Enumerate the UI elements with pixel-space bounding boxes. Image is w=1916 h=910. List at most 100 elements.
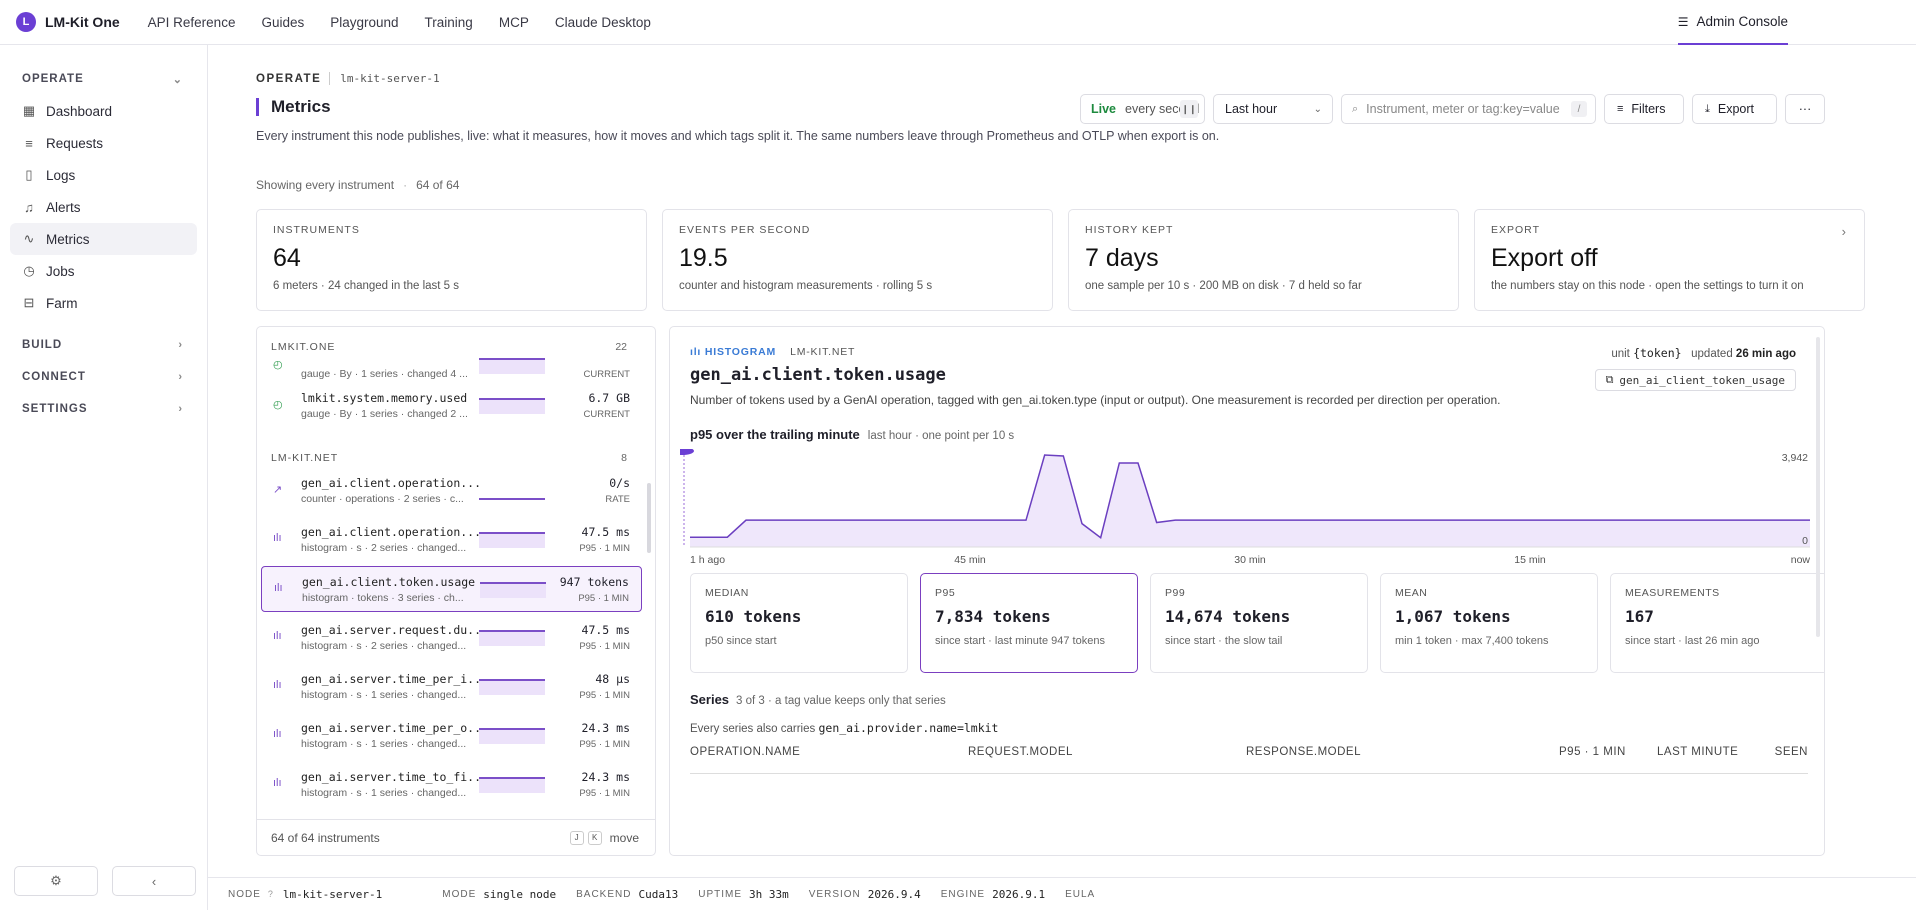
item-name: lmkit.system.memory.used: [301, 391, 468, 405]
list-item[interactable]: ↗ gen_ai.client.operation... counter · ope…: [261, 468, 642, 514]
time-range-select[interactable]: Last hour ⌄: [1213, 94, 1333, 124]
instrument-type: ılı HISTOGRAM LM-KIT.NET: [690, 346, 855, 358]
filter-icon: ≡: [1617, 103, 1624, 115]
chevron-right-icon: ›: [178, 339, 183, 351]
sidebar-item-alerts[interactable]: ♫ Alerts: [10, 191, 197, 223]
admin-console-link[interactable]: ☰ Admin Console: [1677, 0, 1788, 45]
nav-claude-desktop[interactable]: Claude Desktop: [554, 14, 651, 30]
collapse-sidebar-button[interactable]: ‹: [112, 866, 196, 896]
sidebar-item-metrics[interactable]: ∿ Metrics: [10, 223, 197, 255]
prometheus-name-pill[interactable]: ⧉ gen_ai_client_token_usage: [1594, 369, 1796, 391]
list-item[interactable]: ılı gen_ai.server.request.du... histogram …: [261, 615, 642, 661]
nav-api-reference[interactable]: API Reference: [147, 14, 236, 30]
item-value-sub: P95 · 1 MIN: [579, 739, 630, 750]
stat-p95[interactable]: P95 7,834 tokens since start · last minute…: [920, 573, 1138, 673]
export-label: Export: [1717, 102, 1755, 116]
chart-subtitle: last hour · one point per 10 s: [867, 430, 1015, 442]
x-tick-label: 15 min: [1514, 554, 1546, 566]
key-j: J: [569, 830, 584, 845]
search-icon: ⌕: [1352, 102, 1359, 115]
stat-label: P99: [1165, 587, 1186, 599]
stat-mean[interactable]: MEAN 1,067 tokens min 1 token · max 7,400 …: [1380, 573, 1598, 673]
section-operate[interactable]: OPERATE ⌄: [0, 63, 207, 95]
sparkline: [479, 679, 545, 695]
counter-icon: ↗: [273, 484, 283, 496]
page-description: Every instrument this node publishes, li…: [256, 129, 1220, 143]
status-eula[interactable]: EULA: [1065, 889, 1102, 900]
list-item[interactable]: ılı gen_ai.server.time_per_o... histogram …: [261, 713, 642, 759]
section-build[interactable]: BUILD ›: [0, 329, 207, 361]
stat-value: 610 tokens: [705, 607, 802, 626]
chevron-right-icon: ›: [178, 403, 183, 415]
instrument-name: gen_ai.client.token.usage: [690, 365, 946, 385]
y-tick-label: 0: [1802, 535, 1808, 547]
list-scrollbar[interactable]: [647, 483, 651, 553]
group-count: 8: [621, 452, 627, 464]
nav-training[interactable]: Training: [424, 14, 473, 30]
nav-mcp[interactable]: MCP: [498, 14, 529, 30]
column-request-model[interactable]: REQUEST.MODEL: [968, 746, 1073, 758]
list-item[interactable]: ılı gen_ai.client.operation... histogram ·…: [261, 517, 642, 563]
chevron-down-icon: ⌄: [1313, 103, 1322, 115]
nav-guides[interactable]: Guides: [261, 14, 305, 30]
export-button[interactable]: ⤓ Export: [1692, 94, 1777, 124]
group-label: LM-KIT.NET: [271, 452, 339, 464]
list-item[interactable]: ◴ lmkit.system.memory.used gauge · By · 1 …: [261, 383, 642, 429]
settings-button[interactable]: ⚙: [14, 866, 98, 896]
status-value: 3h 33m: [749, 887, 789, 901]
list-item-selected[interactable]: ılı gen_ai.client.token.usage histogram · …: [261, 566, 642, 612]
column-response-model[interactable]: RESPONSE.MODEL: [1246, 746, 1361, 758]
list-item[interactable]: ılı gen_ai.server.time_to_fi... histogram …: [261, 762, 642, 808]
stat-value: 167: [1625, 607, 1654, 626]
p95-chart[interactable]: 1 h ago 45 min 30 min 15 min now 3,942 0: [680, 449, 1820, 567]
column-p95[interactable]: P95 · 1 MIN: [1559, 746, 1626, 758]
item-value-sub: P95 · 1 MIN: [579, 788, 630, 799]
sidebar-item-logs[interactable]: ▯ Logs: [10, 159, 197, 191]
nav-playground[interactable]: Playground: [330, 14, 399, 30]
search-input[interactable]: ⌕ Instrument, meter or tag:key=value /: [1341, 94, 1596, 124]
column-seen[interactable]: SEEN: [1774, 746, 1808, 758]
file-icon: ▯: [25, 167, 33, 182]
filters-button[interactable]: ≡ Filters: [1604, 94, 1684, 124]
group-label: LMKIT.ONE: [271, 341, 336, 353]
help-icon[interactable]: ?: [267, 889, 273, 899]
card-instruments: INSTRUMENTS 64 6 meters · 24 changed in th…: [256, 209, 647, 311]
card-events-per-second: EVENTS PER SECOND 19.5 counter and histogr…: [662, 209, 1053, 311]
column-operation-name[interactable]: OPERATION.NAME: [690, 746, 801, 758]
card-value: 19.5: [679, 244, 728, 272]
stat-p99[interactable]: P99 14,674 tokens since start · the slow t…: [1150, 573, 1368, 673]
detail-scrollbar[interactable]: [1816, 337, 1820, 637]
stat-median[interactable]: MEDIAN 610 tokens p50 since start: [690, 573, 908, 673]
sidebar-item-jobs[interactable]: ◷ Jobs: [10, 255, 197, 287]
card-sub: one sample per 10 s · 200 MB on disk · 7…: [1085, 280, 1362, 292]
instrument-detail: ılı HISTOGRAM LM-KIT.NET unit {token} upd…: [669, 326, 1825, 856]
item-value: 0/s: [609, 476, 630, 490]
gauge-icon: ◴: [273, 399, 283, 411]
list-item[interactable]: ılı gen_ai.server.time_per_i... histogram …: [261, 664, 642, 710]
column-last-minute[interactable]: LAST MINUTE: [1657, 746, 1739, 758]
chart-line: [690, 454, 1810, 539]
logo-icon[interactable]: L: [16, 12, 36, 32]
brand-name[interactable]: LM-Kit One: [45, 14, 120, 30]
chevron-right-icon: ›: [1841, 224, 1846, 239]
pause-icon[interactable]: ❙❙: [1180, 100, 1198, 118]
type-label: HISTOGRAM: [704, 346, 777, 358]
more-button[interactable]: ···: [1785, 94, 1825, 124]
item-meta: histogram · s · 1 series · changed...: [301, 738, 467, 750]
section-connect[interactable]: CONNECT ›: [0, 361, 207, 393]
sidebar-item-dashboard[interactable]: ▦ Dashboard: [10, 95, 197, 127]
sidebar-item-farm[interactable]: ⊟ Farm: [10, 287, 197, 319]
section-settings[interactable]: SETTINGS ›: [0, 393, 207, 425]
status-key: MODE: [442, 888, 477, 900]
clock-icon: ◷: [23, 263, 35, 278]
list-item[interactable]: ◴ gauge · By · 1 series · changed 4 ... CU…: [261, 343, 642, 389]
stat-measurements[interactable]: MEASUREMENTS 167 since start · last 26 min…: [1610, 573, 1824, 673]
card-export[interactable]: EXPORT › Export off the numbers stay on thi…: [1474, 209, 1865, 311]
item-meta: histogram · s · 2 series · changed...: [301, 542, 467, 554]
item-value-sub: P95 · 1 MIN: [578, 593, 629, 604]
updated-label: updated: [1691, 348, 1733, 360]
sidebar-item-requests[interactable]: ≡ Requests: [10, 127, 197, 159]
live-toggle[interactable]: Live every second ❙❙: [1080, 94, 1205, 124]
series-heading: Series 3 of 3 · a tag value keeps only th…: [690, 692, 946, 707]
